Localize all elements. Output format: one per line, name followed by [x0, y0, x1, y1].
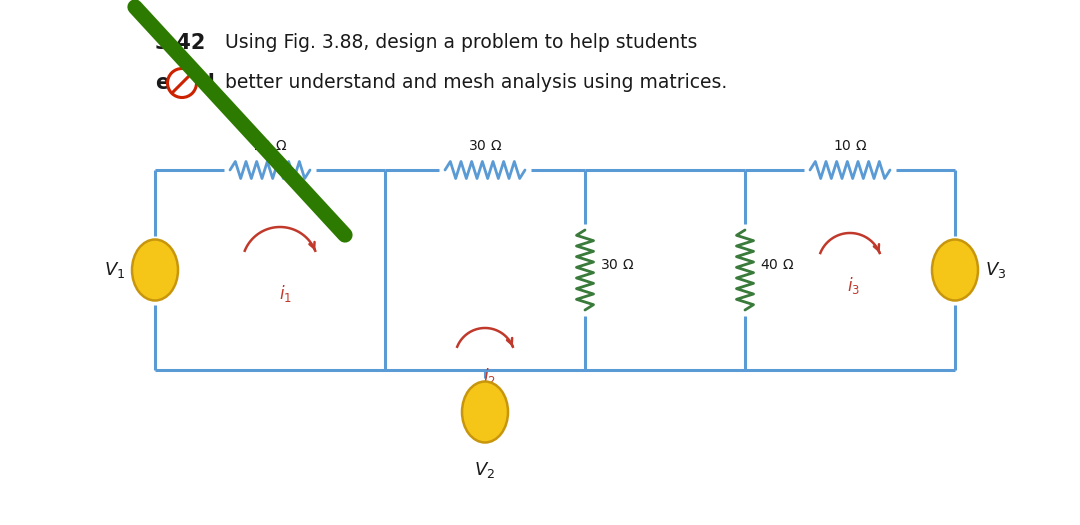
Text: better understand and mesh analysis using matrices.: better understand and mesh analysis usin…: [225, 74, 727, 92]
Text: $V_3$: $V_3$: [985, 260, 1007, 280]
Text: $-$: $-$: [487, 404, 499, 416]
Ellipse shape: [932, 239, 978, 300]
Text: $+$: $+$: [936, 277, 948, 291]
Text: $-$: $-$: [936, 249, 948, 263]
Text: $30\ \Omega$: $30\ \Omega$: [468, 139, 502, 153]
Text: $+$: $+$: [159, 249, 171, 263]
Text: $30\ \Omega$: $30\ \Omega$: [600, 258, 634, 272]
Text: $10\ \Omega$: $10\ \Omega$: [833, 139, 867, 153]
Text: $-$: $-$: [159, 277, 171, 291]
Text: Using Fig. 3.88, design a problem to help students: Using Fig. 3.88, design a problem to hel…: [225, 34, 698, 52]
Ellipse shape: [462, 382, 508, 443]
Text: d: d: [199, 73, 214, 93]
Text: $V_1$: $V_1$: [104, 260, 125, 280]
Text: $i_1$: $i_1$: [279, 283, 292, 304]
Text: $+$: $+$: [473, 397, 485, 411]
Text: $i_3$: $i_3$: [848, 275, 861, 296]
Circle shape: [167, 68, 197, 98]
Text: $i_2$: $i_2$: [483, 366, 496, 387]
Text: $20\ \Omega$: $20\ \Omega$: [253, 139, 287, 153]
Text: 3.42: 3.42: [156, 33, 206, 53]
Text: $40\ \Omega$: $40\ \Omega$: [760, 258, 794, 272]
Text: $V_2$: $V_2$: [474, 460, 496, 480]
Text: e: e: [156, 73, 170, 93]
Ellipse shape: [132, 239, 178, 300]
